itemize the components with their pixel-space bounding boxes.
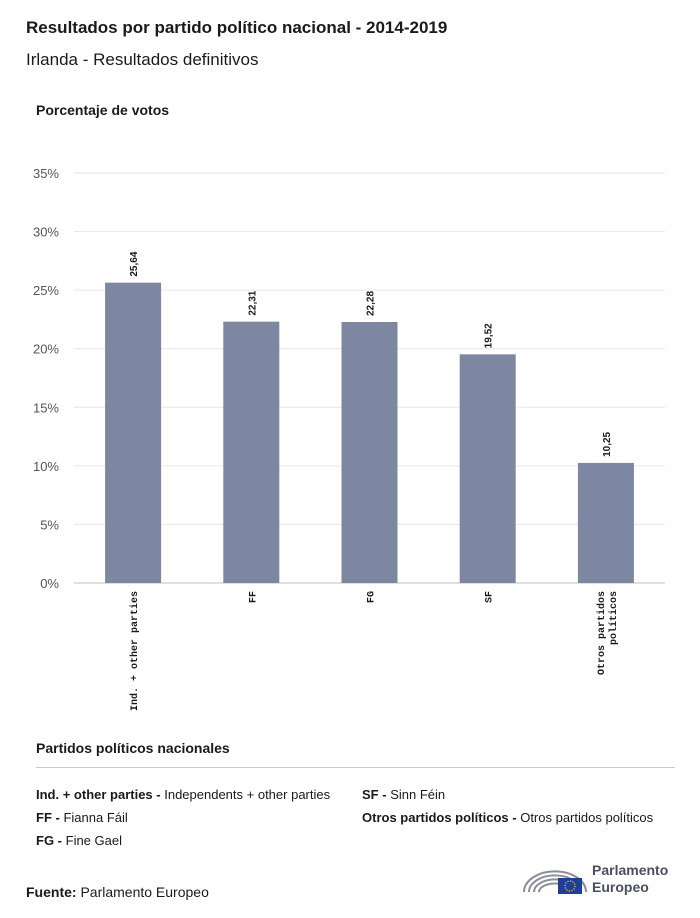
legend-divider — [36, 767, 675, 768]
bar-chart: 0% 5% 10% 15% 20% 25% 30% 35% 25,64 Ind. + other … — [33, 166, 665, 711]
legend-item: SF - Sinn Féin — [362, 787, 445, 802]
y-tick-label: 30% — [33, 225, 59, 240]
parliament-logo: Parlamento Europeo — [520, 858, 680, 902]
y-tick-label: 10% — [33, 459, 59, 474]
legend-name: Sinn Féin — [390, 787, 446, 802]
y-tick-label: 20% — [33, 342, 59, 357]
legend-name: Independents + other parties — [164, 787, 331, 802]
y-tick-label: 25% — [33, 283, 59, 298]
y-tick-label: 5% — [40, 517, 59, 532]
x-tick-label: SF — [485, 591, 496, 603]
legend-abbr: SF - — [362, 787, 387, 802]
data-label: 10,25 — [602, 431, 613, 456]
legend-title: Partidos políticos nacionales — [36, 740, 230, 756]
legend-item: FG - Fine Gael — [36, 833, 122, 848]
legend-item: Ind. + other parties - Independents + ot… — [36, 787, 330, 802]
legend-name: Fine Gael — [65, 833, 122, 848]
source-value: Parlamento Europeo — [80, 884, 209, 900]
data-label: 25,64 — [129, 251, 140, 276]
source-label: Fuente: — [26, 884, 77, 900]
legend-abbr: FF - — [36, 810, 60, 825]
data-label: 19,52 — [484, 323, 495, 348]
bar — [577, 462, 634, 583]
y-axis-label: Porcentaje de votos — [36, 102, 170, 118]
y-tick-label: 0% — [40, 576, 59, 591]
bar — [223, 321, 280, 583]
data-label: 22,31 — [247, 290, 258, 315]
legend-name: Otros partidos políticos — [520, 810, 654, 825]
european-parliament-logo-icon — [523, 870, 587, 894]
chart-subtitle: Irlanda - Resultados definitivos — [26, 50, 259, 69]
x-tick-label: Otros partidospolíticos — [596, 591, 620, 675]
legend-abbr: Otros partidos políticos - — [362, 810, 517, 825]
legend-name: Fianna Fáil — [63, 810, 128, 825]
legend-item: Otros partidos políticos - Otros partido… — [362, 810, 653, 825]
bar — [341, 322, 398, 583]
y-tick-label: 15% — [33, 400, 59, 415]
logo-text: Parlamento Europeo — [592, 862, 668, 896]
bar — [459, 354, 516, 583]
logo-line1: Parlamento — [592, 862, 669, 878]
legend-item: FF - Fianna Fáil — [36, 810, 128, 825]
x-tick-label: FG — [367, 591, 378, 603]
source-note: Fuente: Parlamento Europeo — [26, 884, 209, 900]
legend-abbr: Ind. + other parties - — [36, 787, 161, 802]
y-tick-label: 35% — [33, 166, 59, 181]
chart-title: Resultados por partido político nacional… — [26, 18, 448, 37]
data-label: 22,28 — [366, 291, 377, 316]
bar — [105, 282, 162, 583]
logo-line2: Europeo — [592, 879, 649, 895]
x-tick-label: FF — [248, 591, 259, 603]
x-tick-label: Ind. + other parties — [129, 591, 141, 711]
legend-abbr: FG - — [36, 833, 62, 848]
